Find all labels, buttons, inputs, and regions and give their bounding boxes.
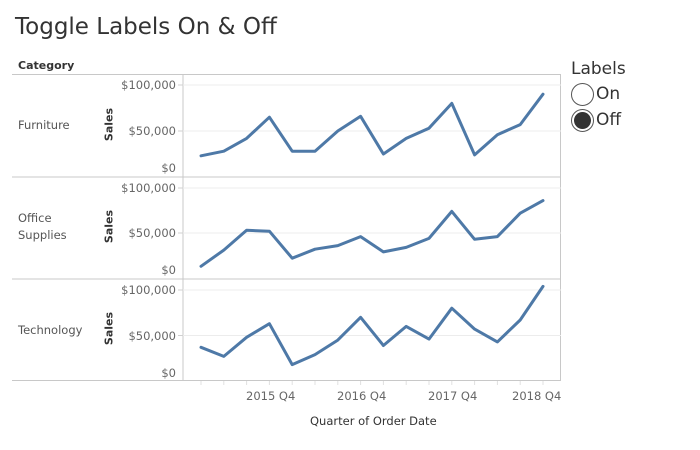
y-tick-50k: $50,000 [128, 124, 176, 138]
series-line-office-supplies[interactable] [199, 199, 545, 268]
series-line-furniture[interactable] [199, 92, 545, 158]
y-tick-50k: $50,000 [128, 226, 176, 240]
labels-toggle-control: Labels On Off [571, 59, 626, 133]
y-tick-0: $0 [161, 161, 176, 175]
row-label-text: Furniture [18, 118, 70, 132]
y-tick-50k: $50,000 [128, 329, 176, 343]
row-label-office-supplies: Office Supplies [18, 210, 67, 244]
radio-unchecked-icon[interactable] [571, 82, 594, 106]
row-label-text-line1: Office [18, 211, 52, 225]
gridlines [12, 74, 561, 385]
series-line-technology[interactable] [199, 284, 545, 367]
x-tick-2018-q4: 2018 Q4 [512, 389, 562, 403]
x-axis-title: Quarter of Order Date [310, 414, 437, 428]
row-label-furniture: Furniture [18, 117, 70, 134]
y-tick-0: $0 [161, 263, 176, 277]
x-tick-2017-q4: 2017 Q4 [428, 389, 478, 403]
y-tick-100k: $100,000 [121, 283, 176, 297]
x-tick-2016-q4: 2016 Q4 [337, 389, 387, 403]
labels-on-label: On [596, 84, 621, 104]
labels-off-option[interactable]: Off [571, 107, 626, 133]
y-tick-100k: $100,000 [121, 78, 176, 92]
chart-frame [12, 74, 561, 381]
row-label-text-line2: Supplies [18, 228, 67, 242]
labels-on-option[interactable]: On [571, 81, 626, 107]
x-tick-2015-q4: 2015 Q4 [246, 389, 296, 403]
row-label-technology: Technology [18, 322, 82, 339]
row-label-text: Technology [18, 323, 83, 337]
category-header: Category [18, 59, 75, 72]
labels-off-label: Off [596, 110, 622, 130]
y-tick-0: $0 [161, 366, 176, 380]
y-tick-100k: $100,000 [121, 181, 176, 195]
series-lines [199, 92, 545, 367]
page-title: Toggle Labels On & Off [15, 14, 277, 40]
radio-checked-icon[interactable] [571, 108, 594, 132]
labels-toggle-title: Labels [571, 59, 626, 79]
